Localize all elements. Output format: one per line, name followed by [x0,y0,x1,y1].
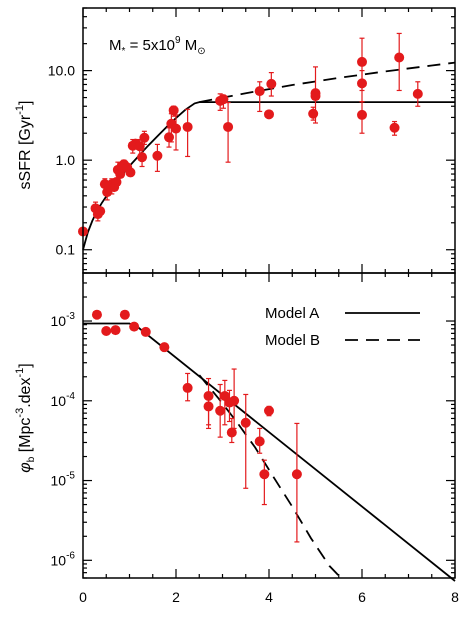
data-point [125,167,136,178]
data-point [223,121,234,132]
data-point [159,342,170,353]
data-point [310,91,321,102]
bottom-panel-phi: 10-6 10-5 10-4 10-3 0 2 4 6 8 Model A Model B φb… [14,272,459,605]
y-tick-label: 0.1 [56,242,76,258]
data-point [266,78,277,89]
bottom-y-axis-label: φb [Mpc-3.dex-1] [14,363,37,472]
x-tick-label: 2 [172,589,180,605]
data-point [182,121,193,132]
top-y-axis-label: sSFR [Gyr-1] [14,101,34,190]
legend: Model A Model B [265,305,420,349]
data-point [129,321,140,332]
bottom-model-curves [83,322,456,582]
data-point [291,469,302,480]
data-point [137,152,148,163]
data-point [254,436,265,447]
bottom-plot-frame [82,272,456,579]
bottom-error-bars [185,368,300,543]
top-data-points [78,52,423,237]
legend-label-model-a: Model A [265,305,319,322]
data-point [229,395,240,406]
data-point [215,405,226,416]
data-point [168,105,179,116]
data-point [357,56,367,67]
data-point [264,109,274,120]
bottom-axis-ticks: 10-6 10-5 10-4 10-3 0 2 4 6 8 [51,272,459,605]
data-point [139,132,150,143]
data-point [164,132,175,143]
x-tick-label: 8 [451,589,459,605]
data-point [119,309,130,320]
data-point [171,123,181,134]
data-point [389,122,400,133]
y-tick-label: 10-4 [51,391,76,409]
data-point [259,469,270,480]
data-point [111,177,122,188]
legend-label-model-b: Model B [265,332,320,349]
data-point [101,325,112,336]
x-tick-label: 0 [79,589,87,605]
data-point [394,52,405,63]
data-point [240,417,251,428]
data-point [254,86,265,97]
data-point [357,78,367,89]
data-point [182,382,193,393]
data-point [95,206,106,217]
y-tick-label: 10-5 [51,471,76,489]
data-point [226,427,237,438]
data-point [308,108,319,119]
data-point [91,309,102,320]
x-tick-label: 6 [358,589,366,605]
y-tick-label: 10.0 [48,63,75,79]
model-curve [82,101,455,250]
top-axis-ticks: 0.1 1.0 10.0 [48,7,456,273]
data-point [203,401,214,412]
data-point [152,150,163,161]
data-point [140,326,151,337]
data-point [115,169,126,180]
data-point [110,325,121,336]
top-panel-ssfr: 0.1 1.0 10.0 M* = 5x109 M⊙ sSFR [Gyr-1] [14,7,456,274]
data-point [134,141,145,152]
y-tick-label: 10-3 [51,311,76,329]
data-point [264,405,274,416]
data-point [412,88,423,99]
data-point [218,94,229,105]
top-error-bars [93,32,421,222]
model-a-curve [83,322,456,582]
y-tick-label: 10-6 [51,550,76,568]
y-tick-label: 1.0 [56,152,76,168]
data-point [357,109,367,120]
model-b-curve [198,374,342,579]
data-point [203,390,214,401]
model-curve [199,61,456,103]
mass-annotation: M* = 5x109 M⊙ [109,35,206,57]
x-tick-label: 4 [265,589,273,605]
bottom-data-points [91,309,302,480]
